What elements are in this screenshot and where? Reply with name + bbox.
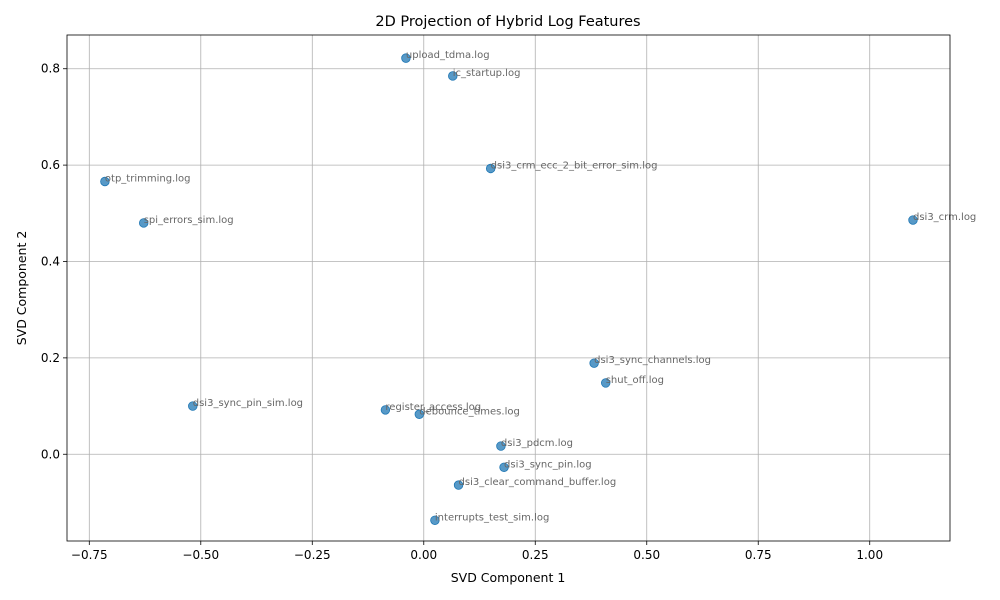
data-point bbox=[380, 405, 391, 415]
x-tick-label: −0.25 bbox=[294, 548, 331, 562]
data-point bbox=[589, 358, 599, 368]
y-tick-label: 0.0 bbox=[41, 447, 60, 461]
data-point bbox=[496, 441, 506, 451]
y-tick-label: 0.4 bbox=[41, 254, 60, 268]
data-point-label: upload_tdma.log bbox=[406, 50, 490, 61]
data-points bbox=[100, 53, 918, 525]
data-point bbox=[430, 515, 440, 525]
data-point bbox=[414, 409, 425, 419]
x-axis-ticks: −0.75 −0.50 −0.25 0.00 0.25 0.50 0.75 1.00 bbox=[71, 541, 883, 562]
data-point-label: dsi3_sync_pin_sim.log bbox=[193, 398, 303, 409]
data-point-label: dsi3_clear_command_buffer.log bbox=[459, 477, 617, 488]
x-tick-label: −0.50 bbox=[182, 548, 219, 562]
data-point-label: dsi3_sync_channels.log bbox=[594, 355, 711, 366]
data-point-label: register_access.log bbox=[385, 402, 481, 413]
y-axis-label: SVD Component 2 bbox=[14, 231, 29, 346]
data-point bbox=[908, 215, 918, 225]
plot-frame bbox=[66, 34, 951, 542]
data-point-label: dsi3_sync_pin.log bbox=[504, 459, 592, 470]
y-tick-label: 0.2 bbox=[41, 351, 60, 365]
data-point bbox=[499, 462, 509, 472]
x-tick-label: −0.75 bbox=[71, 548, 108, 562]
data-point bbox=[453, 480, 464, 490]
data-point-label: debounce_times.log bbox=[419, 406, 520, 417]
x-tick-label: 0.00 bbox=[410, 548, 437, 562]
data-point-label: ic_startup.log bbox=[453, 68, 521, 79]
grid bbox=[67, 35, 950, 541]
data-point bbox=[485, 163, 496, 174]
chart-title: 2D Projection of Hybrid Log Features bbox=[375, 14, 640, 30]
data-point bbox=[139, 218, 149, 228]
data-point-label: dsi3_crm.log bbox=[913, 212, 976, 223]
y-axis-ticks: 0.0 0.2 0.4 0.6 0.8 bbox=[41, 62, 67, 461]
data-point-label: otp_trimming.log bbox=[105, 173, 191, 184]
data-point-label: dsi3_crm_ecc_2_bit_error_sim.log bbox=[491, 160, 658, 171]
x-tick-label: 0.50 bbox=[633, 548, 660, 562]
data-point-label: dsi3_pdcm.log bbox=[501, 438, 573, 449]
data-point-label: spi_errors_sim.log bbox=[144, 215, 234, 226]
y-tick-label: 0.8 bbox=[41, 62, 60, 76]
x-axis-label: SVD Component 1 bbox=[451, 570, 566, 585]
data-point bbox=[100, 176, 110, 187]
data-point-label: interrupts_test_sim.log bbox=[435, 512, 549, 523]
data-point bbox=[601, 378, 611, 388]
x-tick-label: 0.75 bbox=[745, 548, 772, 562]
x-tick-label: 0.25 bbox=[522, 548, 549, 562]
data-point bbox=[401, 53, 411, 63]
data-point-labels: upload_tdma.log ic_startup.log dsi3_crm_ec… bbox=[105, 50, 976, 523]
data-point bbox=[448, 71, 458, 81]
data-point bbox=[188, 401, 198, 411]
data-point-label: shut_off.log bbox=[606, 375, 664, 386]
y-tick-label: 0.6 bbox=[41, 158, 60, 172]
x-tick-label: 1.00 bbox=[856, 548, 883, 562]
